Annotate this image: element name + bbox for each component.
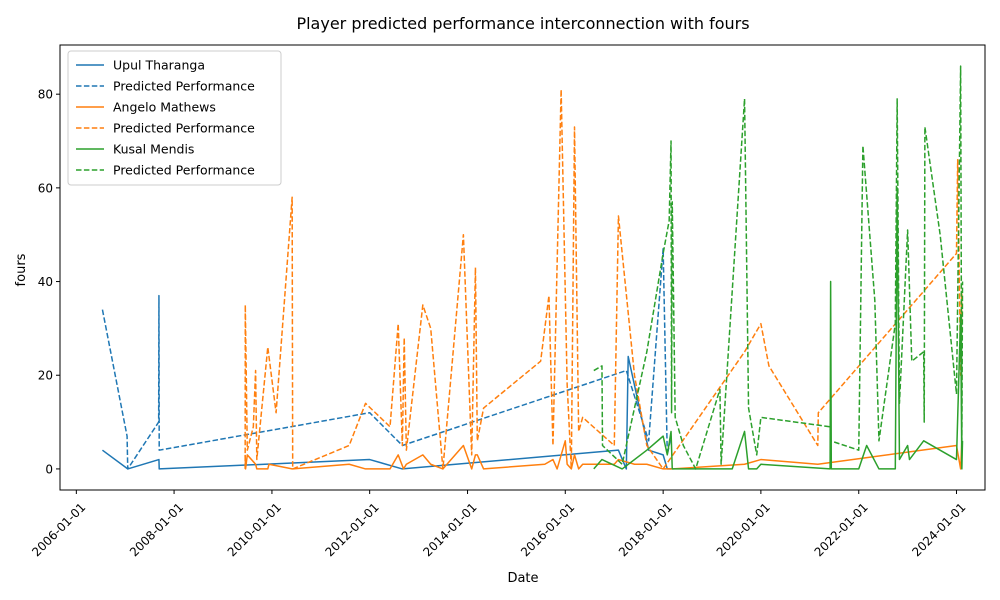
x-axis-label: Date — [507, 571, 538, 586]
y-tick-label: 80 — [38, 88, 53, 102]
y-tick-label: 0 — [45, 462, 53, 476]
y-tick-label: 20 — [38, 369, 53, 383]
legend: Upul Tharanga Predicted Performance Angelo… — [67, 50, 282, 186]
legend-label: Upul Tharanga — [113, 58, 205, 73]
series-layer — [101, 65, 964, 470]
series-line-5 — [593, 65, 964, 470]
series-line-2 — [244, 440, 963, 470]
legend-label: Angelo Mathews — [113, 100, 216, 115]
series-line-1 — [101, 248, 672, 470]
y-tick-label: 60 — [38, 181, 53, 195]
plot-area-frame — [59, 44, 986, 491]
chart-title: Player predicted performance interconnec… — [296, 14, 749, 33]
series-line-4 — [593, 187, 964, 470]
y-axis: 0 20 40 60 80 — [38, 88, 60, 476]
legend-label: Predicted Performance — [113, 79, 255, 94]
legend-label: Kusal Mendis — [113, 142, 194, 157]
series-line-3 — [244, 88, 963, 470]
series-line-0 — [101, 355, 672, 470]
y-tick-label: 40 — [38, 275, 53, 289]
legend-label: Predicted Performance — [113, 121, 255, 136]
legend-label: Predicted Performance — [113, 163, 255, 178]
legend-box — [67, 50, 282, 186]
y-axis-label: fours — [14, 253, 29, 286]
